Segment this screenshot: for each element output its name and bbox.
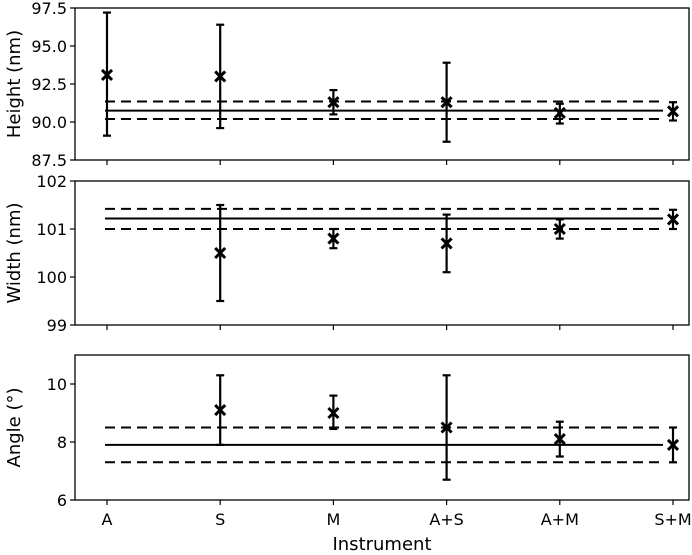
marker-stroke bbox=[214, 246, 227, 260]
data-point-marker bbox=[553, 433, 566, 446]
plot-frame bbox=[74, 7, 690, 161]
data-point-marker bbox=[214, 246, 227, 260]
y-tick-label: 8 bbox=[57, 433, 67, 452]
y-tick-label: 100 bbox=[36, 268, 67, 287]
plot-frame bbox=[74, 354, 690, 501]
y-tick-label: 92.5 bbox=[31, 75, 67, 94]
marker-stroke bbox=[553, 106, 566, 119]
y-tick-label: 95.0 bbox=[31, 37, 67, 56]
panel-3: 10 8 6 Angle (°) A S M A+S A+M S+M Instrument bbox=[4, 354, 692, 555]
marker-stroke bbox=[440, 96, 453, 109]
y-axis-label: Angle (°) bbox=[4, 388, 25, 468]
y-tick-label: 102 bbox=[36, 172, 67, 191]
marker-stroke bbox=[666, 438, 680, 451]
marker-stroke bbox=[440, 237, 453, 250]
x-tick-label: A+S bbox=[429, 510, 464, 529]
data-point-marker bbox=[214, 70, 227, 83]
y-tick-label: 99 bbox=[47, 316, 67, 335]
data-point-marker bbox=[666, 438, 680, 451]
y-tick-label: 87.5 bbox=[31, 151, 67, 170]
y-axis-label: Height (nm) bbox=[4, 30, 25, 138]
marker-stroke bbox=[553, 222, 566, 236]
data-point-marker bbox=[553, 106, 566, 119]
y-tick-label: 90.0 bbox=[31, 113, 67, 132]
marker-stroke bbox=[214, 404, 227, 417]
x-tick-label: M bbox=[326, 510, 340, 529]
marker-stroke bbox=[100, 68, 114, 81]
data-point-marker bbox=[666, 213, 680, 226]
marker-stroke bbox=[553, 433, 566, 446]
marker-stroke bbox=[214, 70, 227, 83]
marker-stroke bbox=[327, 232, 340, 245]
marker-stroke bbox=[666, 105, 680, 118]
marker-stroke bbox=[666, 213, 680, 226]
x-tick-label: A bbox=[102, 510, 113, 529]
data-point-marker bbox=[214, 404, 227, 417]
marker-stroke bbox=[327, 406, 340, 420]
data-point-marker bbox=[440, 96, 453, 109]
x-tick-label: S+M bbox=[654, 510, 691, 529]
data-point-marker bbox=[100, 68, 114, 81]
x-tick-label: S bbox=[215, 510, 225, 529]
panel-1: 97.5 95.0 92.5 90.0 87.5 Height (nm) bbox=[4, 0, 690, 170]
plot-frame bbox=[74, 180, 690, 326]
data-point-marker bbox=[440, 421, 453, 434]
data-point-marker bbox=[440, 237, 453, 250]
data-point-marker bbox=[327, 406, 340, 420]
data-point-marker bbox=[327, 96, 340, 109]
marker-stroke bbox=[440, 421, 453, 434]
y-tick-label: 101 bbox=[36, 220, 67, 239]
y-tick-label: 6 bbox=[57, 491, 67, 510]
y-tick-label: 97.5 bbox=[31, 0, 67, 18]
data-point-marker bbox=[327, 232, 340, 245]
data-point-marker bbox=[553, 222, 566, 236]
x-axis-label: Instrument bbox=[332, 534, 431, 555]
panel-2: 102 101 100 99 Width (nm) bbox=[4, 172, 690, 335]
data-point-marker bbox=[666, 105, 680, 118]
x-tick-label: A+M bbox=[541, 510, 579, 529]
y-axis-label: Width (nm) bbox=[4, 202, 25, 303]
y-tick-label: 10 bbox=[47, 375, 67, 394]
marker-stroke bbox=[327, 96, 340, 109]
